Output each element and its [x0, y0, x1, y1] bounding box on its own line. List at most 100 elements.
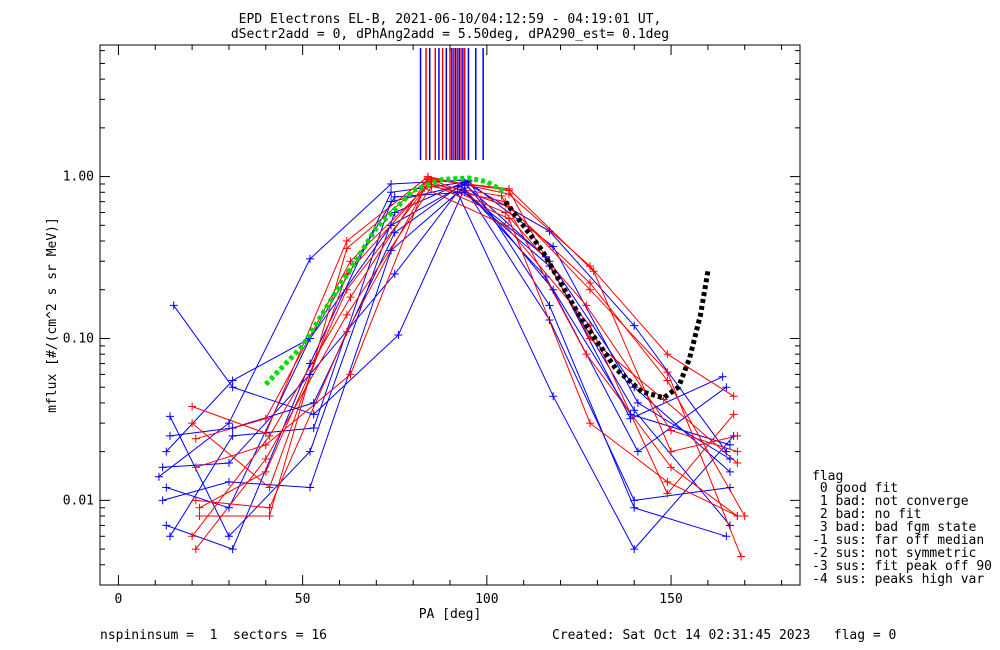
data-point — [586, 285, 594, 294]
legend-title: flag — [812, 469, 844, 484]
data-point — [309, 423, 318, 432]
legend-item: -2 sus: not symmetric — [812, 546, 977, 561]
series-line-7 — [162, 191, 735, 550]
data-point — [309, 398, 318, 407]
data-point — [541, 272, 550, 281]
data-point — [737, 552, 746, 561]
data-point — [228, 376, 237, 385]
data-point — [722, 532, 731, 541]
data-point — [188, 532, 197, 541]
data-point — [346, 293, 355, 302]
data-point — [663, 477, 672, 486]
data-point — [154, 472, 163, 481]
data-point — [228, 423, 237, 432]
series-line-1 — [158, 179, 727, 478]
series-line-18 — [191, 183, 738, 517]
data-point — [387, 188, 396, 197]
data-point — [663, 350, 672, 359]
data-point — [265, 483, 274, 492]
data-point — [387, 246, 396, 255]
data-point — [722, 447, 731, 456]
data-point — [630, 406, 639, 415]
data-point — [667, 426, 676, 435]
data-point — [586, 419, 594, 428]
y-tick-label: 0.01 — [63, 493, 94, 508]
data-point — [733, 459, 742, 468]
y-axis-label: mflux [#/(cm^2 s sr MeV)] — [45, 217, 60, 413]
data-point — [497, 191, 506, 200]
series-line-6 — [166, 181, 731, 550]
data-point — [166, 431, 174, 440]
data-point — [306, 447, 314, 456]
legend-item: 2 bad: no fit — [812, 507, 922, 522]
data-point — [191, 496, 200, 505]
data-point — [228, 383, 237, 392]
data-point — [228, 431, 237, 440]
data-point — [549, 392, 558, 401]
data-point — [342, 285, 351, 294]
data-point — [342, 244, 351, 253]
data-point — [390, 270, 399, 279]
data-point — [586, 262, 594, 271]
data-point — [726, 467, 734, 476]
data-point — [501, 221, 510, 230]
data-point — [630, 503, 639, 512]
legend-item: 3 bad: bad fgm state — [812, 520, 977, 535]
legend-item: -4 sus: peaks high var — [812, 572, 985, 587]
data-point — [342, 327, 351, 336]
black-fit-curve — [503, 200, 711, 401]
data-point — [166, 412, 174, 421]
data-point — [545, 227, 554, 236]
series-line-16 — [199, 178, 738, 517]
series-line-14 — [191, 177, 738, 537]
data-point — [158, 496, 167, 505]
data-point — [663, 489, 672, 498]
data-point — [224, 477, 233, 486]
data-point — [394, 331, 403, 340]
data-point — [162, 483, 171, 492]
series-line-8 — [169, 185, 727, 537]
data-point — [346, 370, 355, 379]
data-point — [667, 447, 676, 456]
series-line-2 — [162, 189, 731, 526]
data-point — [158, 463, 167, 472]
data-point — [169, 301, 178, 310]
data-point — [306, 370, 314, 379]
data-point — [630, 496, 639, 505]
x-tick-label: 0 — [115, 592, 123, 607]
data-point — [390, 228, 399, 237]
x-axis-label: PA [deg] — [419, 607, 482, 622]
data-markers-layer — [154, 172, 749, 561]
data-point — [306, 483, 314, 492]
data-point — [504, 214, 513, 223]
y-tick-label: 0.10 — [63, 331, 94, 346]
series-line-3 — [165, 183, 731, 473]
x-tick-label: 50 — [295, 592, 311, 607]
legend-item: -3 sus: fit peak off 90 — [812, 559, 993, 574]
data-point — [191, 434, 200, 443]
axes-layer: 0 50 100 150 0.01 0.10 1.00 — [63, 45, 800, 607]
data-point — [195, 503, 204, 512]
chart-title-line1: EPD Electrons EL-B, 2021-06-10/04:12:59 … — [239, 12, 662, 27]
legend-item: -1 sus: far off median — [812, 533, 985, 548]
data-point — [261, 414, 270, 423]
series-line-17 — [195, 187, 735, 495]
data-point — [387, 180, 396, 189]
data-point — [726, 521, 734, 530]
data-point — [733, 447, 742, 456]
data-point — [265, 431, 274, 440]
data-point — [162, 447, 171, 456]
data-point — [309, 410, 318, 419]
data-point — [545, 301, 554, 310]
data-point — [729, 392, 738, 401]
data-point — [195, 512, 204, 521]
data-point — [460, 188, 469, 197]
data-point — [626, 414, 635, 423]
data-point — [306, 359, 314, 368]
data-point — [630, 321, 639, 330]
data-point — [630, 545, 639, 554]
data-point — [667, 463, 676, 472]
data-point — [549, 242, 558, 251]
data-point — [663, 368, 672, 377]
